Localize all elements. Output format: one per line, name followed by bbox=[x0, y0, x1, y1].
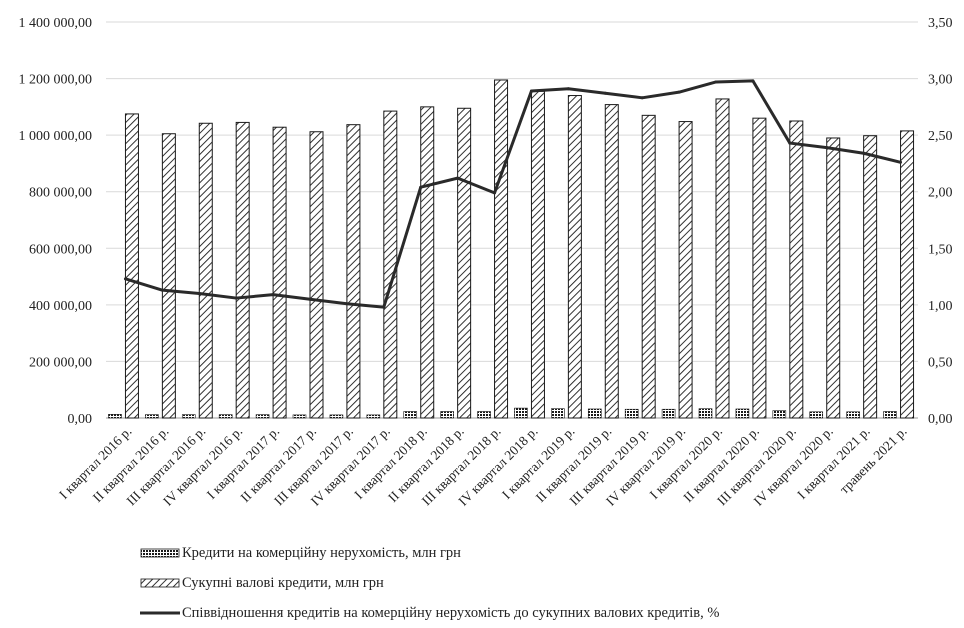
legend-label-ratio: Співвідношення кредитів на комерційну не… bbox=[182, 604, 720, 621]
ratio-point bbox=[640, 96, 644, 100]
bar-commercial-loans bbox=[181, 414, 196, 419]
legend-item-gross-loans: Сукупні валові кредити, млн грн bbox=[140, 568, 719, 598]
y-left-tick-label: 1 400 000,00 bbox=[19, 16, 93, 31]
bar-gross-loans bbox=[198, 122, 213, 419]
ratio-point bbox=[862, 151, 866, 155]
ratio-point bbox=[456, 176, 460, 180]
crosshatch-swatch-icon bbox=[140, 548, 180, 558]
bar-gross-loans bbox=[420, 106, 435, 419]
bar-commercial-loans bbox=[514, 407, 528, 419]
bar-gross-loans bbox=[235, 121, 250, 419]
legend-label-gross-loans: Сукупні валові кредити, млн грн bbox=[182, 574, 384, 591]
y-left-tick-label: 0,00 bbox=[68, 412, 93, 427]
bar-gross-loans bbox=[604, 104, 619, 419]
ratio-point bbox=[751, 79, 755, 83]
ratio-point bbox=[234, 296, 238, 300]
bar-gross-loans bbox=[826, 137, 841, 419]
ratio-point bbox=[382, 305, 386, 309]
bar-gross-loans bbox=[161, 133, 176, 419]
bar-commercial-loans bbox=[255, 414, 270, 419]
ratio-point bbox=[308, 297, 312, 301]
y-right-tick-label: 3,50 bbox=[928, 16, 953, 31]
bar-commercial-loans bbox=[145, 414, 159, 419]
y-right-tick-label: 2,50 bbox=[928, 129, 953, 144]
bar-gross-loans bbox=[494, 79, 509, 419]
bar-commercial-loans bbox=[403, 411, 418, 419]
legend: Кредити на комерційну нерухомість, млн г… bbox=[140, 538, 719, 628]
bar-gross-loans bbox=[752, 117, 767, 419]
legend-item-ratio: Співвідношення кредитів на комерційну не… bbox=[140, 598, 719, 628]
line-swatch-icon bbox=[140, 611, 180, 615]
bar-commercial-loans bbox=[624, 408, 639, 419]
bar-gross-loans bbox=[789, 120, 804, 419]
bar-commercial-loans bbox=[772, 410, 787, 419]
bar-gross-loans bbox=[272, 126, 287, 419]
y-right-tick-label: 1,00 bbox=[928, 299, 953, 314]
bar-gross-loans bbox=[567, 95, 582, 419]
bar-commercial-loans bbox=[551, 408, 565, 419]
bar-gross-loans bbox=[530, 90, 545, 419]
y-right-tick-label: 2,00 bbox=[928, 186, 953, 201]
ratio-point bbox=[714, 80, 718, 84]
bar-commercial-loans bbox=[661, 408, 676, 419]
ratio-point bbox=[345, 302, 349, 306]
y-left-tick-label: 800 000,00 bbox=[29, 186, 92, 201]
ratio-series-line bbox=[125, 79, 901, 309]
bar-gross-loans bbox=[678, 121, 693, 419]
ratio-point bbox=[529, 89, 533, 93]
bar-commercial-loans bbox=[440, 411, 454, 419]
y-left-tick-label: 600 000,00 bbox=[29, 242, 92, 257]
ratio-point bbox=[123, 277, 127, 281]
ratio-point bbox=[197, 292, 201, 296]
ratio-point bbox=[419, 185, 423, 189]
ratio-point bbox=[160, 288, 164, 292]
ratio-point bbox=[603, 91, 607, 95]
bar-gross-loans bbox=[863, 135, 878, 419]
bar-commercial-loans bbox=[477, 411, 491, 419]
bar-commercial-loans bbox=[108, 414, 122, 419]
x-tick-label: травень 2021 р. bbox=[837, 424, 910, 497]
ratio-point bbox=[493, 191, 497, 195]
ratio-point bbox=[677, 90, 681, 94]
y-left-tick-label: 400 000,00 bbox=[29, 299, 92, 314]
ratio-point bbox=[566, 87, 570, 91]
bar-gross-loans bbox=[383, 110, 398, 419]
bar-gross-loans bbox=[457, 107, 472, 419]
y-left-tick-label: 1 000 000,00 bbox=[19, 129, 93, 144]
bar-commercial-loans bbox=[218, 414, 233, 419]
bar-commercial-loans bbox=[809, 411, 824, 419]
bar-commercial-loans bbox=[292, 414, 307, 419]
ratio-point bbox=[788, 141, 792, 145]
bars bbox=[108, 79, 915, 419]
y-left-tick-label: 200 000,00 bbox=[29, 355, 92, 370]
bar-commercial-loans bbox=[587, 408, 602, 419]
bar-commercial-loans bbox=[329, 414, 344, 419]
ratio-line bbox=[123, 79, 903, 309]
y-left-tick-label: 1 200 000,00 bbox=[19, 73, 93, 88]
diagonal-swatch-icon bbox=[140, 578, 180, 588]
bar-commercial-loans bbox=[735, 408, 750, 419]
bar-gross-loans bbox=[900, 130, 915, 419]
bar-commercial-loans bbox=[366, 414, 381, 419]
bar-commercial-loans bbox=[846, 411, 860, 419]
ratio-point bbox=[825, 146, 829, 150]
tick-labels: 0,00 0,00 200 000,00 0,50 400 000,00 1,00 600 … bbox=[19, 16, 953, 509]
y-right-tick-label: 3,00 bbox=[928, 73, 953, 88]
bar-commercial-loans bbox=[698, 408, 713, 419]
bar-gross-loans bbox=[346, 124, 361, 419]
bar-commercial-loans bbox=[883, 411, 897, 419]
ratio-point bbox=[271, 293, 275, 297]
ratio-point bbox=[899, 160, 903, 164]
y-right-tick-label: 1,50 bbox=[928, 242, 953, 257]
bar-gross-loans bbox=[641, 114, 656, 419]
y-right-tick-label: 0,00 bbox=[928, 412, 953, 427]
bar-gross-loans bbox=[715, 98, 730, 419]
legend-item-commercial-loans: Кредити на комерційну нерухомість, млн г… bbox=[140, 538, 719, 568]
bar-gross-loans bbox=[124, 113, 139, 419]
legend-label-commercial-loans: Кредити на комерційну нерухомість, млн г… bbox=[182, 544, 461, 561]
bar-gross-loans bbox=[309, 131, 324, 419]
y-right-tick-label: 0,50 bbox=[928, 355, 953, 370]
